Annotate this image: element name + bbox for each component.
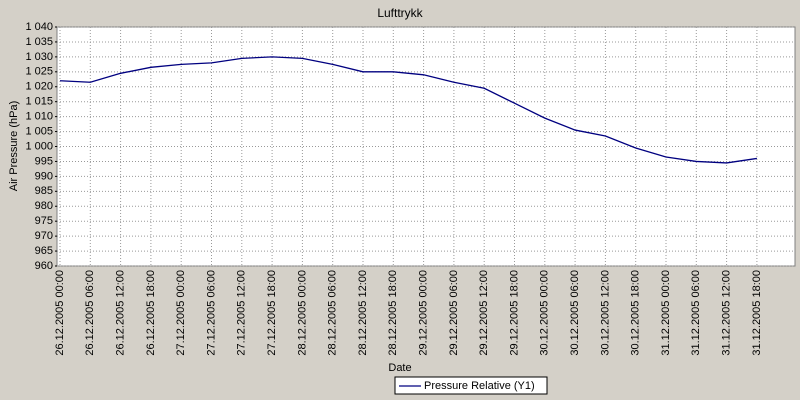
x-tick-label: 30.12.2005 00:00 — [539, 270, 551, 356]
y-axis-label: Air Pressure (hPa) — [8, 101, 20, 191]
x-tick-label: 31.12.2005 06:00 — [690, 270, 702, 356]
x-tick-label: 31.12.2005 00:00 — [660, 270, 672, 356]
x-tick-label: 31.12.2005 12:00 — [721, 270, 733, 356]
y-tick-label: 1 040 — [25, 21, 53, 33]
x-axis-label: Date — [388, 362, 411, 374]
x-tick-label: 29.12.2005 00:00 — [418, 270, 430, 356]
y-tick-label: 1 015 — [25, 96, 53, 108]
x-tick-label: 29.12.2005 12:00 — [478, 270, 490, 356]
x-tick-label: 26.12.2005 12:00 — [115, 270, 127, 356]
x-tick-label: 27.12.2005 06:00 — [205, 270, 217, 356]
y-tick-label: 990 — [35, 170, 53, 182]
y-tick-label: 1 020 — [25, 81, 53, 93]
y-tick-label: 965 — [35, 245, 53, 257]
x-tick-label: 28.12.2005 18:00 — [387, 270, 399, 356]
y-tick-label: 985 — [35, 185, 53, 197]
x-tick-label: 30.12.2005 18:00 — [630, 270, 642, 356]
x-tick-label: 31.12.2005 18:00 — [751, 270, 763, 356]
x-tick-label: 26.12.2005 18:00 — [145, 270, 157, 356]
x-tick-label: 27.12.2005 18:00 — [266, 270, 278, 356]
x-tick-label: 26.12.2005 00:00 — [54, 270, 66, 356]
x-tick-label: 28.12.2005 06:00 — [327, 270, 339, 356]
x-tick-label: 27.12.2005 00:00 — [175, 270, 187, 356]
x-tick-label: 28.12.2005 00:00 — [296, 270, 308, 356]
x-tick-label: 29.12.2005 06:00 — [448, 270, 460, 356]
y-tick-label: 1 030 — [25, 51, 53, 63]
legend-label: Pressure Relative (Y1) — [424, 380, 535, 392]
y-tick-label: 980 — [35, 200, 53, 212]
y-tick-label: 1 005 — [25, 125, 53, 137]
y-tick-label: 1 000 — [25, 140, 53, 152]
y-tick-label: 960 — [35, 260, 53, 272]
y-tick-label: 970 — [35, 230, 53, 242]
x-tick-label: 27.12.2005 12:00 — [236, 270, 248, 356]
x-tick-label: 26.12.2005 06:00 — [84, 270, 96, 356]
x-tick-label: 29.12.2005 18:00 — [508, 270, 520, 356]
legend — [394, 376, 548, 395]
y-tick-label: 1 035 — [25, 36, 53, 48]
y-tick-label: 1 010 — [25, 111, 53, 123]
y-tick-label: 1 025 — [25, 66, 53, 78]
y-tick-label: 995 — [35, 155, 53, 167]
x-tick-label: 30.12.2005 06:00 — [569, 270, 581, 356]
x-tick-label: 30.12.2005 12:00 — [599, 270, 611, 356]
x-tick-label: 28.12.2005 12:00 — [357, 270, 369, 356]
data-line — [59, 56, 757, 164]
chart-title: Lufttrykk — [377, 6, 423, 20]
y-tick-label: 975 — [35, 215, 53, 227]
